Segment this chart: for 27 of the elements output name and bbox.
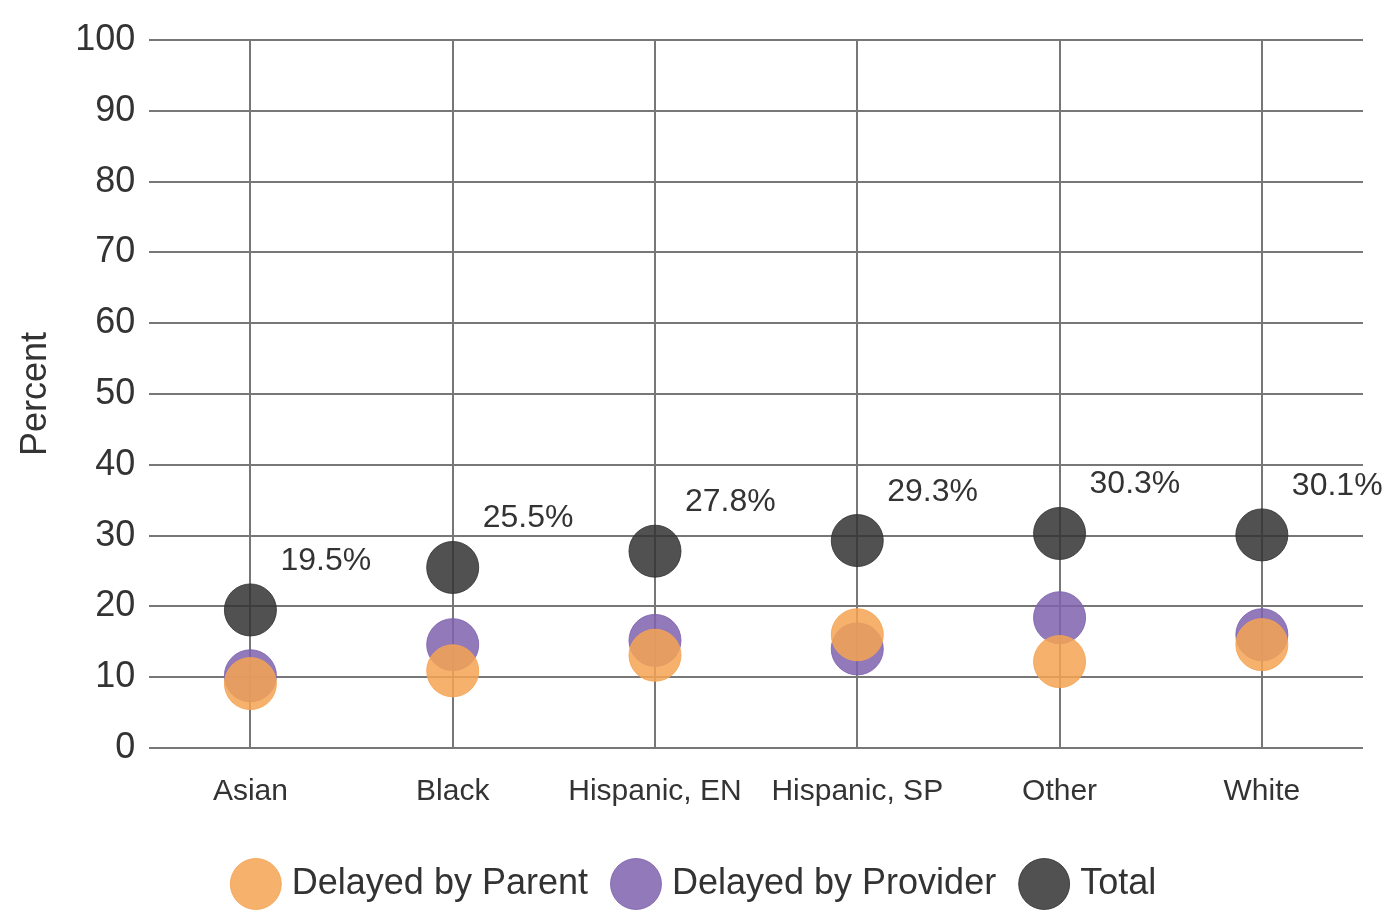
x-tick-label: Asian bbox=[212, 773, 288, 807]
legend-label: Total bbox=[1080, 860, 1157, 902]
x-tick-label: Hispanic, EN bbox=[568, 773, 742, 807]
y-tick-label: 80 bbox=[95, 158, 136, 200]
y-tick-label: 70 bbox=[95, 229, 136, 271]
y-tick-label: 90 bbox=[95, 87, 136, 129]
x-tick-label: White bbox=[1223, 773, 1301, 807]
data-label: 19.5% bbox=[280, 540, 372, 577]
data-label: 25.5% bbox=[482, 498, 574, 535]
data-label: 27.8% bbox=[684, 482, 776, 519]
x-tick-label: Hispanic, SP bbox=[771, 773, 944, 807]
x-tick-label: Black bbox=[416, 773, 491, 807]
y-axis-title: Percent bbox=[12, 331, 54, 457]
y-tick-label: 40 bbox=[95, 441, 136, 483]
y-tick-label: 60 bbox=[95, 300, 136, 342]
data-label: 30.1% bbox=[1291, 465, 1383, 502]
y-tick-label: 0 bbox=[115, 724, 136, 766]
data-label: 30.3% bbox=[1089, 464, 1181, 501]
y-tick-label: 100 bbox=[75, 16, 136, 58]
y-tick-label: 10 bbox=[95, 654, 136, 696]
legend-label: Delayed by Parent bbox=[291, 860, 588, 902]
y-tick-label: 20 bbox=[95, 583, 136, 625]
x-tick-label: Other bbox=[1022, 773, 1098, 807]
legend-label: Delayed by Provider bbox=[671, 860, 997, 902]
y-tick-label: 50 bbox=[95, 370, 136, 412]
data-label: 29.3% bbox=[887, 471, 979, 508]
y-tick-label: 30 bbox=[95, 512, 136, 554]
